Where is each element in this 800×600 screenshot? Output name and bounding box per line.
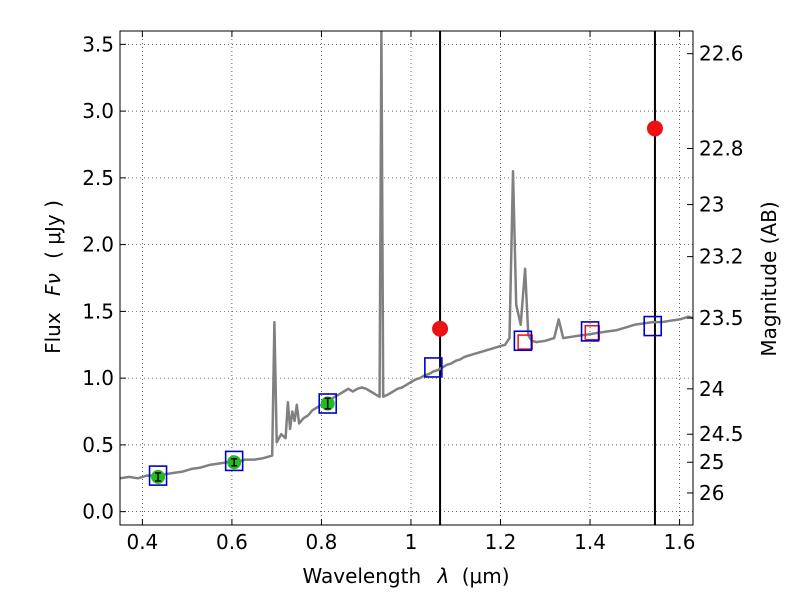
x-tick-label: 0.8 [306,530,338,554]
vertical-lines [439,31,656,525]
data-series [120,31,693,486]
y2-tick-label: 26 [699,481,724,505]
model-photometry-square [513,330,533,352]
x-axis-label-unit: (μm) [462,564,510,588]
model-photometry-square [580,321,600,342]
y-axis-label-symbol: Fν [41,273,65,296]
y2-tick-label: 25 [699,450,724,474]
plot-frame [119,30,694,526]
upper-limit-point [646,120,663,137]
y-axis-label: Flux Fν ( μJy ) [41,200,65,354]
y2-tick-label: 24.5 [699,422,744,446]
x-axis-label-text: Wavelength [302,564,421,588]
y2-tick-label: 24 [699,377,724,401]
y2-tick-label: 23 [699,193,724,217]
y-tick-label: 1.5 [82,299,114,323]
y-axis-label-unit: ( μJy ) [41,200,65,259]
y2-axis-label: Magnitude (AB) [757,201,781,356]
model-photometry-square [148,465,168,486]
x-tick-label: 1.4 [574,530,606,554]
x-axis-label-symbol: λ [437,564,450,588]
model-photometry-square [643,315,663,337]
y-tick-label: 2.0 [82,233,114,257]
y-tick-label: 0.5 [82,433,114,457]
y2-tick-label: 22.8 [699,136,744,160]
y-tick-label: 3.5 [82,32,114,56]
y-tick-label: 3.0 [82,99,114,123]
model-photometry-square [224,450,244,472]
x-tick-label: 0.6 [216,530,248,554]
upper-limit-point [432,320,449,337]
y-tick-label: 0.0 [82,500,114,524]
x-tick-label: 1.6 [664,530,696,554]
x-tick-label: 1 [405,530,418,554]
grid [120,31,693,525]
x-tick-label: 0.4 [126,530,158,554]
model-spectrum-line [120,31,693,480]
model-photometry-square [318,393,338,414]
y2-tick-label: 23.5 [699,306,744,330]
y2-tick-label: 23.2 [699,245,744,269]
model-photometry-square [424,357,443,378]
y2-tick-label: 22.6 [699,42,744,66]
y-axis-label-text: Flux [41,312,65,354]
axis-ticks: 0.4 0.6 0.8 1 1.2 1.4 1.6 0.0 0.5 1.0 1.5 2.0 2.5 3.0… [82,31,744,554]
x-axis-label: Wavelength λ (μm) [302,564,509,588]
y-tick-label: 1.0 [82,366,114,390]
y-tick-label: 2.5 [82,166,114,190]
x-tick-label: 1.2 [485,530,517,554]
